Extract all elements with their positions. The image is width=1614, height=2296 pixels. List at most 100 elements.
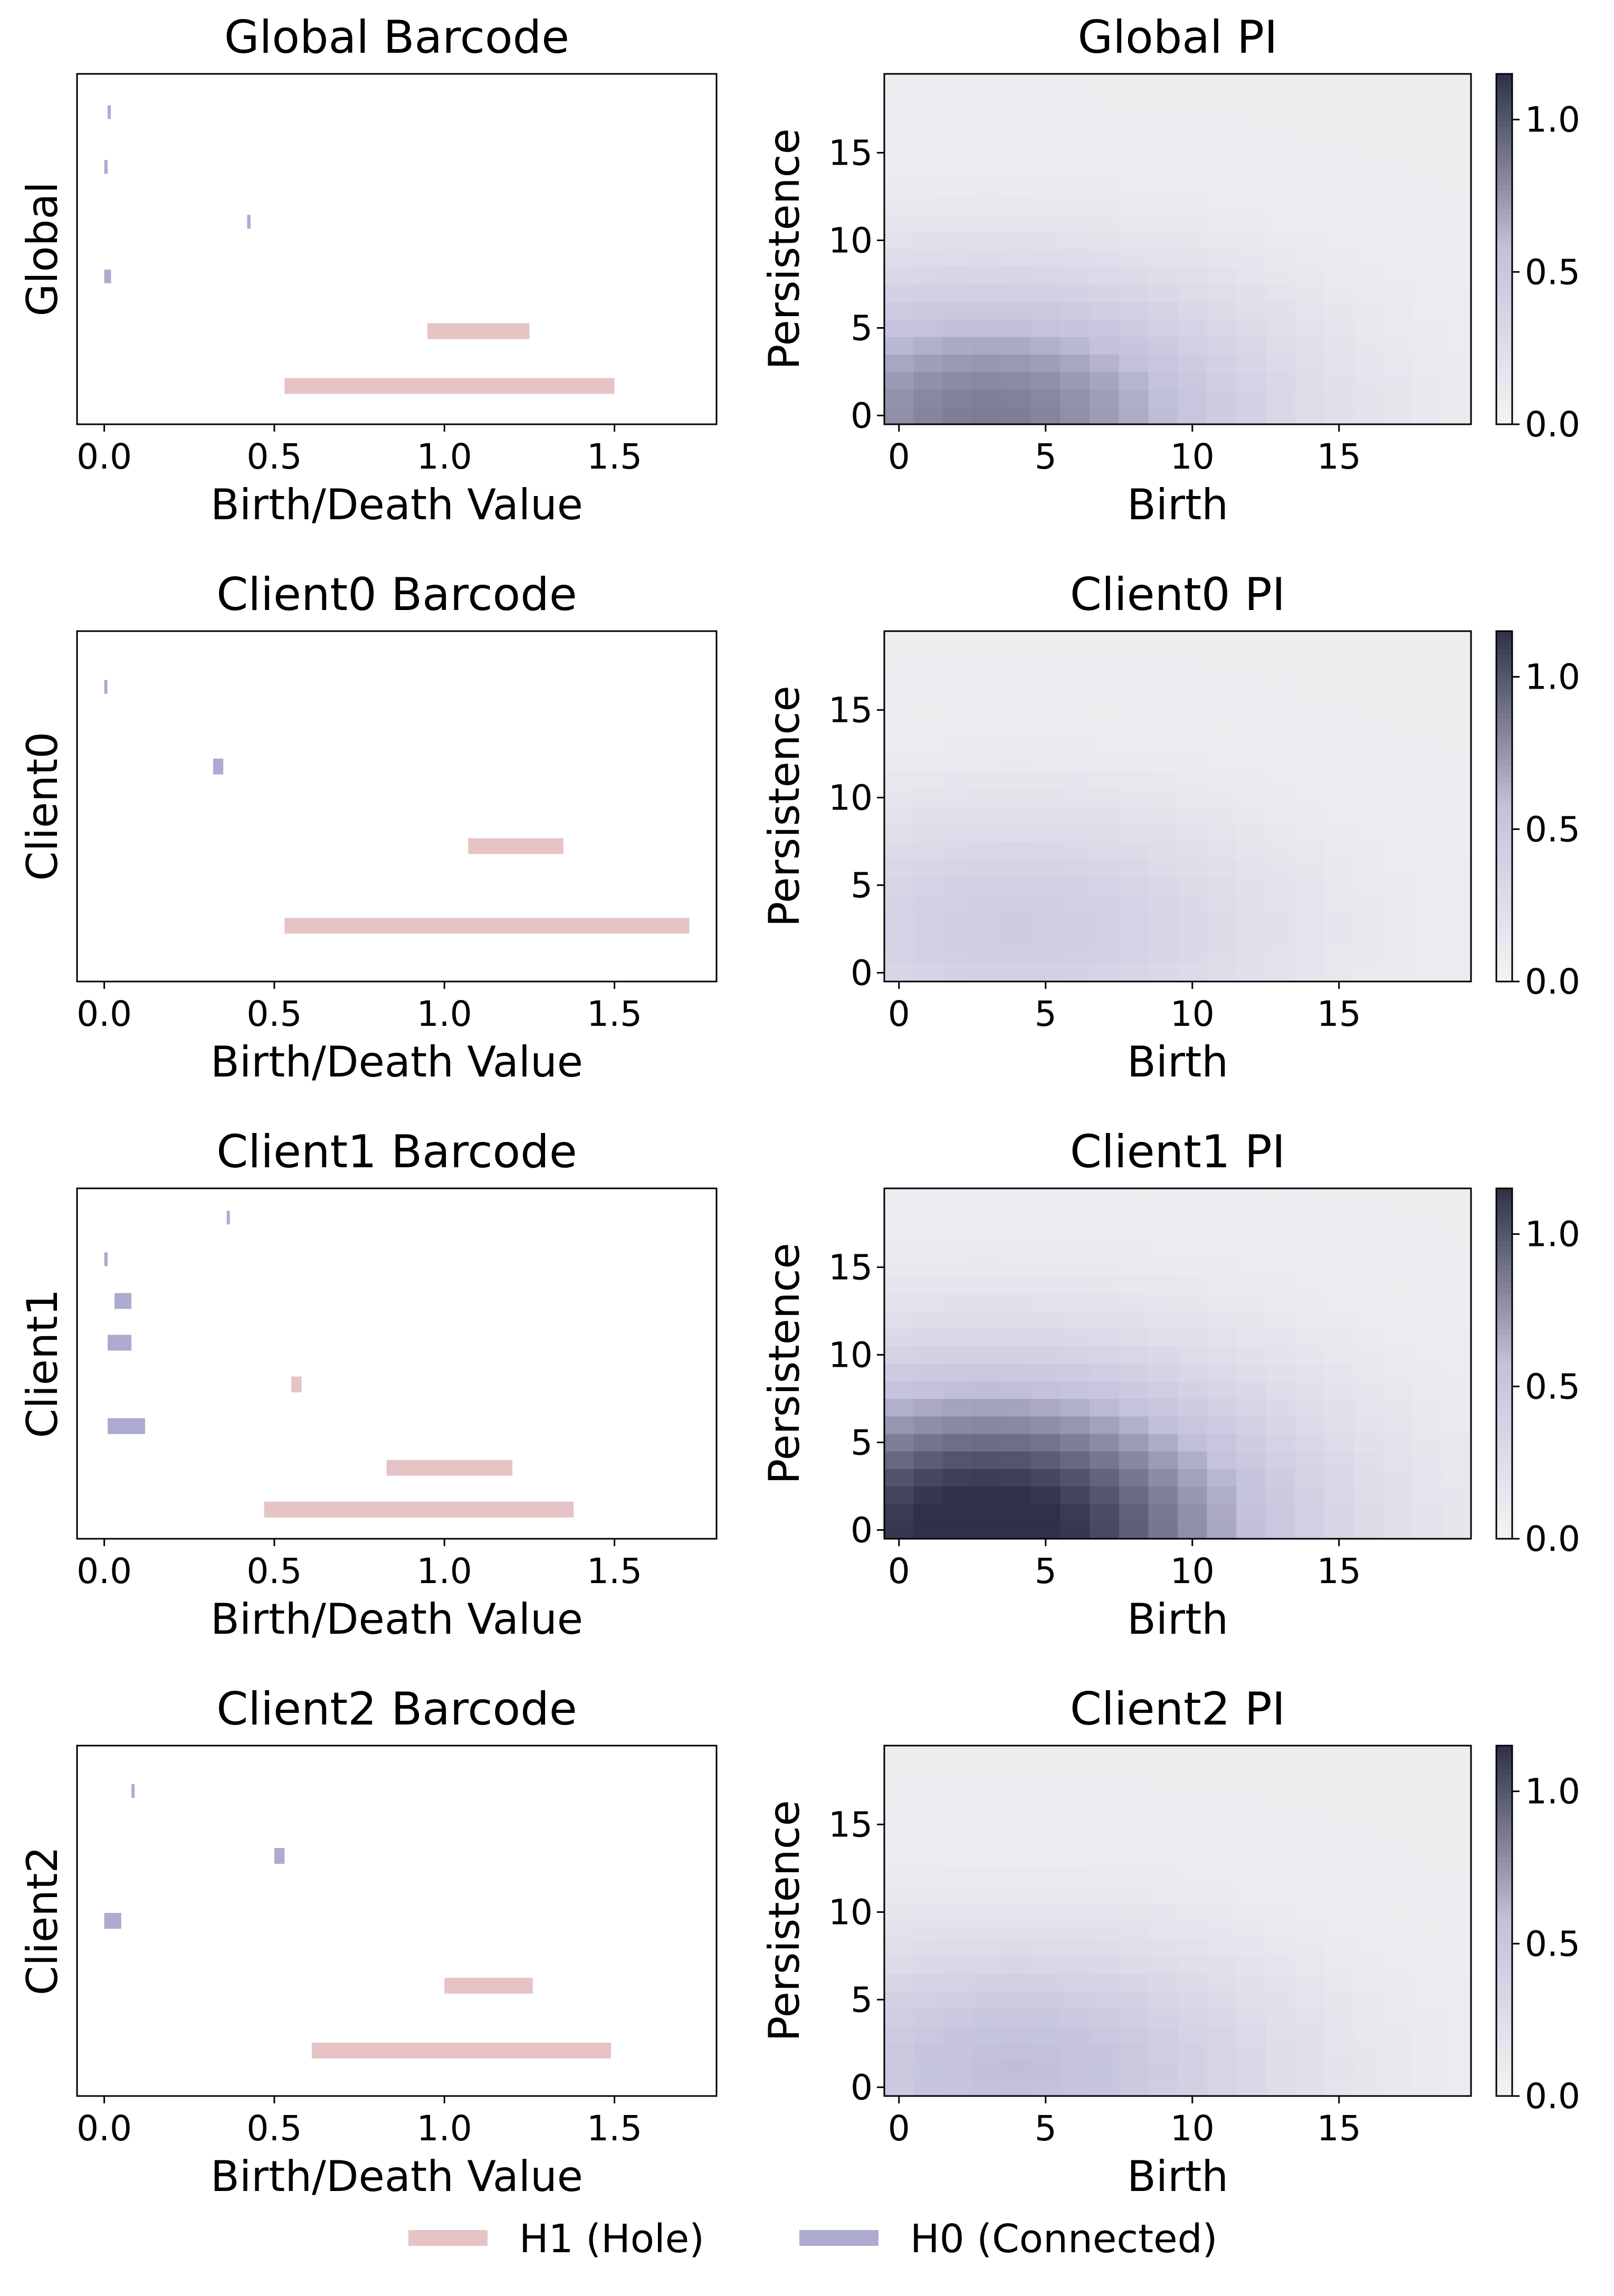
pi-cell xyxy=(943,1990,973,2009)
pi-cell xyxy=(943,1328,973,1347)
pi-cell xyxy=(1060,649,1090,666)
pi-cell xyxy=(913,771,943,789)
pi-cell xyxy=(1031,1956,1061,1974)
pi-cell xyxy=(1090,2061,1120,2079)
pi-cell xyxy=(1178,1938,1208,1956)
pi-cell xyxy=(1265,2043,1295,2062)
pi-cell xyxy=(1031,389,1061,407)
pi-cell xyxy=(1324,631,1354,649)
pi-cell xyxy=(884,74,914,92)
pi-cell xyxy=(1383,806,1413,824)
barcode-bar-h1 xyxy=(386,1460,513,1476)
pi-cell xyxy=(943,179,973,197)
colorbar-segment xyxy=(1496,1217,1512,1224)
pi-cell xyxy=(972,859,1002,877)
pi-cell xyxy=(1412,824,1442,842)
colorbar-frame xyxy=(1495,630,1513,983)
colorbar-segment xyxy=(1496,1457,1512,1463)
pi-cell xyxy=(1353,1486,1383,1504)
colorbar-segment xyxy=(1496,1856,1512,1863)
pi-cell xyxy=(1441,1868,1472,1887)
pi-cell xyxy=(1178,109,1208,127)
pi-cell xyxy=(1060,1903,1090,1921)
pi-cell xyxy=(884,1258,914,1276)
pi-cell xyxy=(1265,161,1295,179)
pi-cell xyxy=(1265,1311,1295,1329)
barcode-bar-h1 xyxy=(284,918,690,934)
pi-cell xyxy=(1412,1486,1442,1504)
y-tick-label: 5 xyxy=(851,865,873,906)
pi-cell xyxy=(1090,406,1120,425)
pi-cell xyxy=(1441,1293,1472,1311)
pi-cell xyxy=(1090,1188,1120,1206)
pi-cell xyxy=(1178,806,1208,824)
pi-cell xyxy=(1031,1328,1061,1347)
pi-cell xyxy=(1060,231,1090,250)
pi-cell xyxy=(1265,231,1295,250)
y-tick-label: 10 xyxy=(828,1335,873,1375)
colorbar-segment xyxy=(1496,1357,1512,1364)
pi-cell xyxy=(943,319,973,337)
pi-cell xyxy=(943,859,973,877)
colorbar-segment xyxy=(1496,237,1512,244)
pi-cell xyxy=(1353,1868,1383,1887)
pi-cell xyxy=(1001,666,1032,684)
pi-cell xyxy=(1178,406,1208,425)
pi-cell xyxy=(1031,371,1061,390)
barcode-bar-h0 xyxy=(247,215,251,229)
pi-cell xyxy=(1412,389,1442,407)
pi-cell xyxy=(943,1223,973,1242)
colorbar: 0.00.51.0 xyxy=(1495,73,1580,445)
colorbar-segment xyxy=(1496,1486,1512,1493)
pi-cell xyxy=(1207,1503,1237,1522)
colorbar-segment xyxy=(1496,1416,1512,1423)
pi-cell xyxy=(1383,841,1413,860)
pi-cell xyxy=(1324,91,1354,109)
barcode-frame xyxy=(76,1745,718,2097)
pi-cell xyxy=(1119,337,1149,355)
pi-cell xyxy=(913,2026,943,2044)
pi-cell xyxy=(1207,2043,1237,2062)
pi-cell xyxy=(1324,2043,1354,2062)
pi-cell xyxy=(1090,631,1120,649)
pi-cell xyxy=(1001,337,1032,355)
colorbar-segment xyxy=(1496,1950,1512,1956)
pi-cell xyxy=(1236,1798,1266,1816)
pi-cell xyxy=(1031,1381,1061,1399)
colorbar-segment xyxy=(1496,1868,1512,1875)
colorbar-segment xyxy=(1496,1404,1512,1411)
pi-cell xyxy=(1207,1398,1237,1417)
pi-cell xyxy=(1207,1206,1237,1224)
pi-cell xyxy=(1383,1381,1413,1399)
pi-cell xyxy=(1207,1798,1237,1816)
pi-cell xyxy=(1324,876,1354,894)
pi-cell xyxy=(1001,301,1032,320)
pi-cell xyxy=(1441,666,1472,684)
pi-cell xyxy=(1001,1328,1032,1347)
pi-cell xyxy=(1148,301,1178,320)
pi-cell xyxy=(1060,179,1090,197)
pi-cell xyxy=(1353,911,1383,929)
y-tick-label: 15 xyxy=(828,1804,873,1845)
pi-cell xyxy=(1236,841,1266,860)
pi-cell xyxy=(943,929,973,947)
pi-cell xyxy=(913,1885,943,1904)
pi-cell xyxy=(1178,1328,1208,1347)
pi-cell xyxy=(1353,161,1383,179)
pi-cell xyxy=(1001,1258,1032,1276)
pi-cell xyxy=(943,806,973,824)
pi-cell xyxy=(1001,1381,1032,1399)
pi-cell xyxy=(972,1521,1002,1539)
pi-cell xyxy=(1324,1486,1354,1504)
pi-cell xyxy=(884,196,914,215)
pi-cell xyxy=(1001,2043,1032,2062)
pi-cell xyxy=(1353,1833,1383,1851)
colorbar-segment xyxy=(1496,2078,1512,2085)
pi-cell xyxy=(1295,1973,1325,1992)
pi-cell xyxy=(1001,649,1032,666)
colorbar-segment xyxy=(1496,1258,1512,1265)
pi-cell xyxy=(884,1364,914,1382)
pi-cell xyxy=(1207,196,1237,215)
pi-cell xyxy=(913,1763,943,1781)
